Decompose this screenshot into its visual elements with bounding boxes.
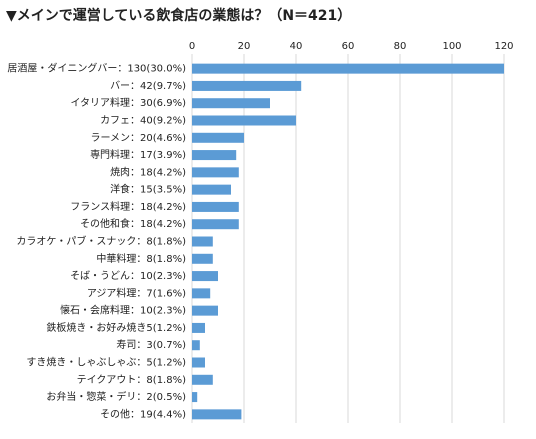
x-tick-label: 120 [494,41,513,52]
bar [192,167,239,178]
bar [192,150,237,161]
bar [192,253,213,264]
y-tick-label: その他：19(4.4%) [100,407,186,420]
bar [192,236,213,247]
y-tick-label: ラーメン：20(4.6%) [90,132,186,144]
bar [192,201,239,212]
x-tick-label: 100 [442,41,461,52]
bar [192,219,239,230]
x-tick-label: 40 [290,41,303,52]
y-tick-label: フランス料理：18(4.2%) [70,200,186,213]
y-tick-label: カラオケ・パブ・スナック：8(1.8%) [16,235,186,248]
y-tick-label: そば・うどん：10(2.3%) [70,270,186,282]
y-tick-label: 懐石・会席料理：10(2.3%) [60,304,186,317]
y-tick-label: カフェ：40(9.2%) [100,115,186,127]
y-tick-label: 焼肉：18(4.2%) [110,165,186,178]
bar [192,409,242,420]
bar [192,115,296,126]
bar [192,374,213,385]
bar [192,184,231,195]
bar [192,357,205,368]
y-tick-label: 洋食：15(3.5%) [110,183,186,196]
x-tick-label: 20 [238,41,251,52]
y-tick-label: テイクアウト：8(1.8%) [77,374,186,386]
x-tick-label: 80 [394,41,407,52]
bar [192,288,211,299]
bar [192,340,200,351]
y-tick-label: すき焼き・しゃぶしゃぶ：5(1.2%) [26,357,186,369]
chart-title: ▼メインで運営している飲食店の業態は？（N＝421） [6,7,351,24]
x-tick-label: 60 [342,41,355,52]
y-tick-label: その他和食：18(4.2%) [80,217,186,230]
bar [192,132,244,143]
y-tick-label: バー：42(9.7%) [110,80,186,92]
bar [192,63,504,74]
y-tick-label: お弁当・惣菜・デリ：2(0.5%) [46,390,186,403]
y-tick-label: 寿司：3(0.7%) [116,338,186,351]
y-tick-label: 居酒屋・ダイニングバー：130(30.0%) [7,62,186,75]
bar [192,322,205,333]
bar [192,80,302,91]
y-tick-label: アジア料理：7(1.6%) [87,286,186,299]
y-tick-label: イタリア料理：30(6.9%) [70,96,186,109]
bar [192,305,218,316]
x-tick-label: 0 [189,41,195,52]
y-tick-label: 専門料理：17(3.9%) [90,148,186,161]
y-tick-label: 中華料理：8(1.8%) [96,252,186,265]
bar [192,271,218,282]
y-tick-label: 鉄板焼き・お好み焼き5(1.2%) [46,321,186,334]
bar [192,98,270,109]
bar [192,392,198,403]
